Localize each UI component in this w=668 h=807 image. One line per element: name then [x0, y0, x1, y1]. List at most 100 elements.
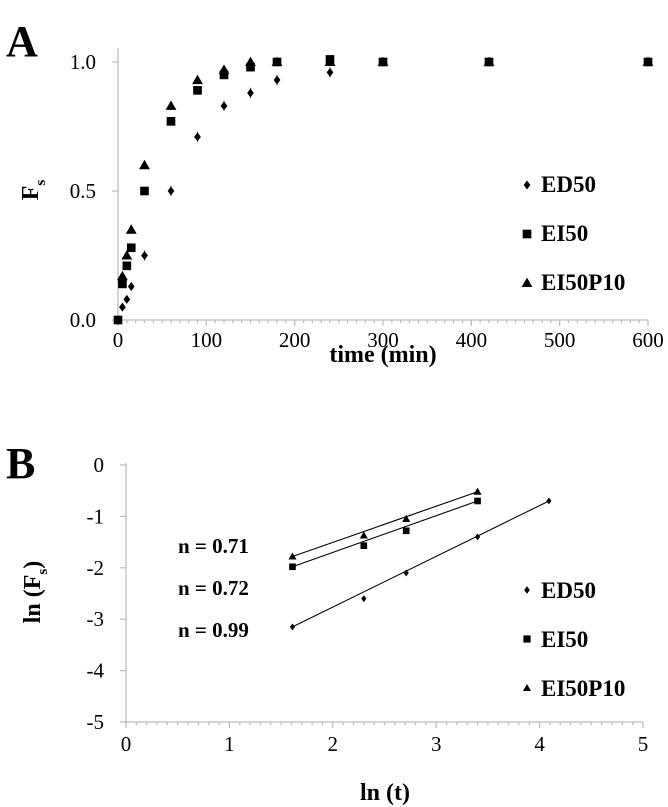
- point-ed50: [127, 281, 135, 291]
- point-ed50: [247, 88, 254, 98]
- point-ei50p10: [121, 250, 133, 260]
- point-ei50: [166, 117, 176, 126]
- panel-a-y-tick-label: 0.0: [70, 308, 96, 332]
- legend-label-ei50-b: EI50: [541, 627, 588, 652]
- point-b-ei50: [474, 497, 481, 505]
- legend-symbol-b-ed50: [524, 586, 530, 594]
- point-ei50p10: [125, 224, 137, 234]
- point-ei50p10: [377, 56, 389, 67]
- panel-b-x-tick-label: 5: [638, 732, 649, 756]
- panel-b-x-tick-label: 2: [328, 732, 339, 756]
- legend-label-ed50: ED50: [541, 172, 596, 197]
- panel-b-y-axis-title-close: ): [20, 561, 46, 569]
- point-ed50: [123, 294, 131, 304]
- point-ed50: [273, 75, 281, 85]
- point-ei50: [140, 186, 149, 196]
- annotation-n-ed50: n = 0.99: [178, 618, 249, 642]
- panel-b-letter: B: [6, 439, 35, 488]
- fit-line-ei50p10: [292, 491, 478, 558]
- panel-b-legend: ED50 EI50 EI50P10: [522, 578, 625, 701]
- legend-item-ed50: ED50: [523, 172, 596, 197]
- point-b-ei50: [402, 527, 410, 535]
- point-ed50: [326, 67, 334, 77]
- point-b-ei50p10: [473, 487, 482, 495]
- point-b-ei50p10: [288, 552, 297, 560]
- point-ei50p10: [117, 270, 128, 281]
- legend-symbol-b-ei50p10: [522, 683, 532, 692]
- panel-b-y-axis-title-main: ln (F: [20, 575, 46, 624]
- panel-b-y-tick-label: -4: [87, 659, 105, 683]
- point-ei50p10: [483, 56, 495, 67]
- point-ei50p10: [324, 56, 336, 67]
- point-ei50: [219, 70, 229, 80]
- legend-item-ei50p10: EI50P10: [521, 270, 625, 295]
- point-ei50: [246, 62, 255, 72]
- legend-marker-ei50-b: [523, 635, 531, 643]
- panel-b-x-tick-label: 0: [121, 732, 132, 756]
- legend-marker-ed50-b: [524, 586, 530, 594]
- legend-item-ei50p10-b: EI50P10: [522, 676, 625, 701]
- panel-a-x-tick-label: 500: [544, 328, 576, 352]
- point-b-ed50: [403, 569, 409, 577]
- panel-a-x-tick-label: 200: [279, 328, 311, 352]
- panel-a-y-ticks: 0.0 0.5 1.0: [70, 50, 118, 332]
- annotation-n-ei50: n = 0.72: [178, 576, 249, 600]
- panel-b-y-tick-label: -5: [87, 710, 105, 734]
- point-ed50: [220, 101, 228, 111]
- legend-symbol-ed50: [523, 180, 531, 190]
- panel-b-data-points: [288, 487, 552, 631]
- panel-b-fit-lines: [292, 491, 550, 628]
- point-ed50: [119, 302, 126, 312]
- panel-a-x-tick-label: 0: [113, 328, 124, 352]
- point-ei50: [122, 261, 132, 271]
- point-b-ei50p10: [402, 514, 411, 523]
- panel-a-y-axis-title-main: F: [18, 186, 44, 201]
- panel-b-y-tick-label: -3: [87, 607, 105, 631]
- point-ei50p10: [245, 56, 256, 67]
- point-ei50p10: [165, 100, 177, 110]
- point-b-ei50p10: [359, 531, 368, 539]
- legend-symbol-ei50p10: [521, 277, 533, 288]
- panel-b-x-axis-title: ln (t): [360, 780, 410, 806]
- point-ei50: [113, 315, 123, 325]
- point-ei50: [193, 86, 202, 95]
- panel-b-y-tick-label: 0: [94, 453, 105, 477]
- panel-a-x-tick-label: 600: [632, 328, 664, 352]
- panel-b-x-tick-label: 1: [224, 732, 235, 756]
- panel-a-y-tick-label: 0.5: [70, 179, 96, 203]
- panel-a-x-tick-label: 400: [456, 328, 488, 352]
- panel-a-letter: A: [6, 17, 38, 66]
- legend-item-ei50: EI50: [522, 221, 588, 246]
- panel-a: A 0.0 0.5 1.0 0 100 200 300 400 500 600 time (mi…: [6, 17, 664, 368]
- panel-b-x-tick-label: 4: [534, 732, 545, 756]
- panel-b-y-tick-label: -1: [87, 504, 105, 528]
- fit-line-ed50: [292, 500, 550, 628]
- point-b-ed50: [546, 497, 552, 505]
- panel-a-x-tick-label: 100: [191, 328, 223, 352]
- panel-b-y-axis-title-sub: s: [35, 569, 51, 575]
- panel-a-y-axis-title-sub: s: [33, 180, 49, 186]
- legend-marker-ei50p10: [521, 277, 533, 288]
- panel-a-data-points: [113, 55, 654, 325]
- legend-label-ei50p10-b: EI50P10: [541, 676, 625, 701]
- point-b-ei50: [360, 542, 368, 550]
- legend-marker-ed50: [523, 180, 531, 190]
- legend-label-ei50: EI50: [541, 221, 588, 246]
- point-ed50: [167, 186, 175, 196]
- legend-item-ei50-b: EI50: [523, 627, 588, 652]
- point-b-ed50: [289, 623, 296, 631]
- point-ei50p10: [271, 56, 283, 67]
- panel-a-y-tick-label: 1.0: [70, 50, 96, 74]
- panel-b-x-ticks: 0 1 2 3 4 5: [121, 722, 649, 756]
- point-b-ed50: [474, 533, 481, 541]
- panel-b-x-tick-label: 3: [431, 732, 442, 756]
- point-b-ed50: [361, 595, 367, 603]
- point-ei50p10: [218, 64, 230, 74]
- legend-marker-ei50: [522, 229, 532, 239]
- fit-line-ei50: [292, 500, 478, 568]
- point-ei50: [118, 279, 127, 289]
- panel-a-y-axis-title: Fs: [18, 180, 49, 201]
- point-ei50p10: [192, 74, 203, 85]
- panel-a-x-tick-label: 300: [367, 328, 399, 352]
